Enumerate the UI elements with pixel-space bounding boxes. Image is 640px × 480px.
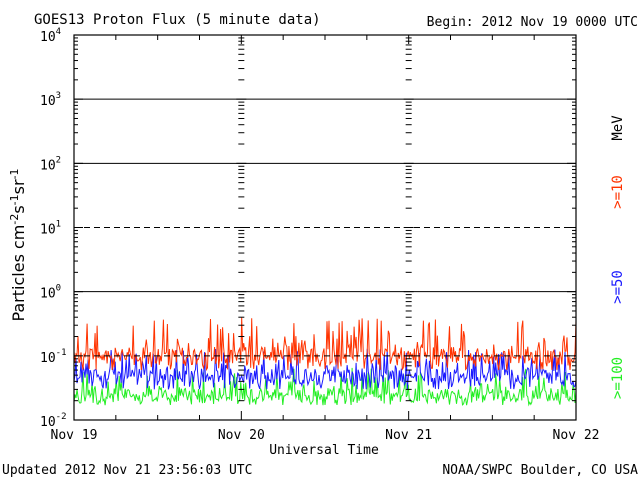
y-axis-label: Particles cm-2s-1sr-1 bbox=[8, 168, 28, 321]
legend-ge100: >=100 bbox=[610, 357, 626, 399]
y-tick-label: 10-2 bbox=[40, 412, 67, 430]
series-line-ge10 bbox=[73, 317, 577, 372]
x-tick-label: Nov 22 bbox=[553, 428, 600, 443]
legend-ge10: >=10 bbox=[610, 175, 626, 209]
y-tick-label: 100 bbox=[40, 284, 61, 302]
x-tick-label: Nov 21 bbox=[385, 428, 432, 443]
credit-text: NOAA/SWPC Boulder, CO USA bbox=[442, 463, 638, 478]
y-tick-label: 104 bbox=[40, 27, 61, 45]
y-tick-label: 10-1 bbox=[40, 348, 67, 366]
x-axis-label: Universal Time bbox=[269, 443, 379, 458]
updated-timestamp: Updated 2012 Nov 21 23:56:03 UTC bbox=[2, 463, 252, 478]
series-line-ge100 bbox=[73, 367, 577, 407]
y-tick-label: 103 bbox=[40, 91, 61, 109]
legend-unit-mev: MeV bbox=[610, 115, 626, 141]
begin-time: Begin: 2012 Nov 19 0000 UTC bbox=[427, 15, 638, 30]
chart-title: GOES13 Proton Flux (5 minute data) bbox=[34, 12, 321, 28]
y-tick-label: 101 bbox=[40, 220, 61, 238]
legend-ge50: >=50 bbox=[610, 270, 626, 304]
y-tick-label: 102 bbox=[40, 155, 61, 173]
x-tick-label: Nov 20 bbox=[218, 428, 265, 443]
x-tick-label: Nov 19 bbox=[51, 428, 98, 443]
series-line-ge50 bbox=[73, 348, 577, 390]
